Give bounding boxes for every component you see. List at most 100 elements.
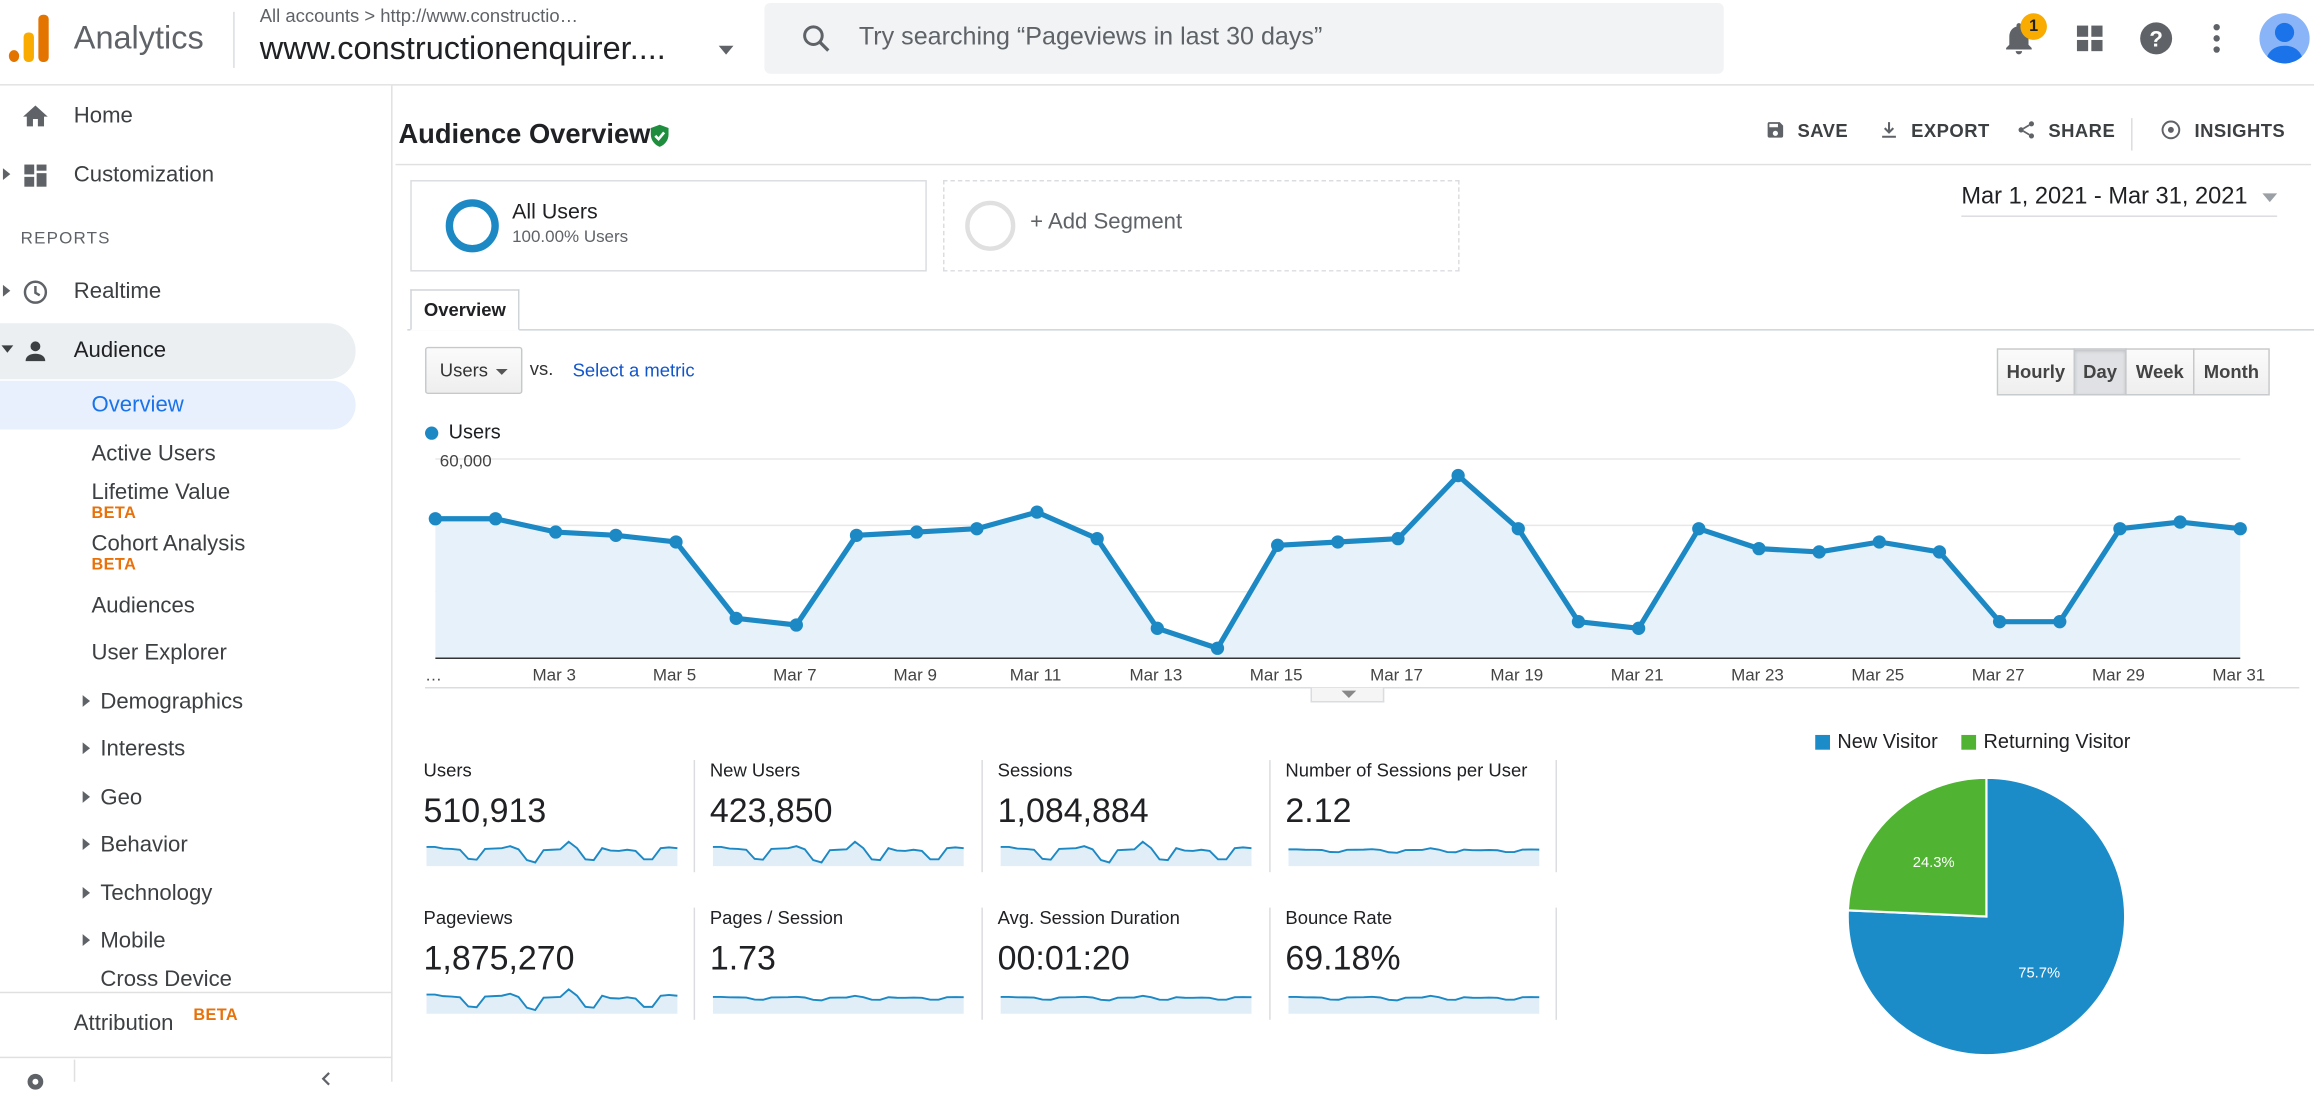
- data-point: [1752, 541, 1766, 556]
- sidebar-item-audiences[interactable]: Audiences: [0, 581, 356, 631]
- metric-tile[interactable]: Avg. Session Duration 00:01:20: [998, 908, 1272, 1020]
- collapse-sidebar-icon[interactable]: [316, 1070, 337, 1088]
- data-point: [428, 512, 443, 526]
- sidebar-item-label: Geo: [100, 785, 143, 811]
- more-vert-icon[interactable]: [2197, 19, 2235, 57]
- x-tick-label: Mar 29: [2092, 665, 2145, 684]
- pie-legend-item[interactable]: Returning Visitor: [1961, 731, 2130, 753]
- divider: [981, 760, 983, 873]
- search-input[interactable]: Try searching “Pageviews in last 30 days…: [858, 22, 1323, 51]
- collapse-arrow-icon: [1, 345, 14, 353]
- granularity-week[interactable]: Week: [2125, 348, 2195, 396]
- analytics-logo[interactable]: [8, 14, 50, 62]
- empty-segment-icon: [965, 200, 1016, 251]
- sidebar: Home Customization REPORTS Realtime Audi…: [0, 85, 393, 1090]
- sparkline-line: [1288, 994, 1540, 1002]
- insights-icon: [2161, 120, 2181, 140]
- expand-arrow-icon: [82, 886, 91, 899]
- sparkline: [1288, 847, 1540, 867]
- sidebar-item-attribution[interactable]: Attribution BETA: [0, 998, 393, 1048]
- granularity-day[interactable]: Day: [2073, 348, 2127, 396]
- sidebar-item-active-users[interactable]: Active Users: [0, 429, 356, 479]
- sidebar-item-home[interactable]: Home: [0, 91, 393, 141]
- metric-tile[interactable]: Users 510,913: [424, 760, 698, 872]
- search-bar[interactable]: Try searching “Pageviews in last 30 days…: [764, 2, 1724, 74]
- data-point: [1812, 545, 1826, 559]
- sidebar-item-technology[interactable]: Technology: [0, 869, 356, 919]
- property-name[interactable]: www.constructionenquirer....: [259, 29, 666, 67]
- metric-tile[interactable]: Pages / Session 1.73: [710, 908, 984, 1020]
- expand-arrow-icon: [82, 695, 91, 707]
- metric-tile[interactable]: Bounce Rate 69.18%: [1285, 908, 1559, 1020]
- data-point: [1210, 641, 1225, 655]
- metric-select[interactable]: Users: [425, 346, 523, 395]
- x-tick-label: Mar 7: [773, 665, 816, 684]
- sidebar-item-overview[interactable]: Overview: [0, 380, 356, 430]
- segment-color-icon: [445, 199, 499, 253]
- person-icon: [2265, 22, 2304, 64]
- app-name[interactable]: Analytics: [73, 19, 204, 57]
- sidebar-item-demographics[interactable]: Demographics: [0, 677, 356, 727]
- share-button[interactable]: SHARE: [2016, 121, 2115, 142]
- sidebar-item-label: Mobile: [100, 928, 166, 954]
- save-button[interactable]: SAVE: [1765, 121, 1848, 142]
- home-icon: [23, 105, 48, 127]
- svg-text:?: ?: [2149, 26, 2163, 51]
- save-icon: [1767, 122, 1784, 138]
- select-metric-link[interactable]: Select a metric: [572, 360, 695, 381]
- sparkline-fill: [1000, 995, 1252, 1014]
- pie-slice-label: 75.7%: [2018, 965, 2060, 981]
- chart-collapse-handle[interactable]: [1310, 687, 1385, 703]
- legend-swatch: [425, 426, 439, 440]
- data-point: [1932, 545, 1947, 559]
- sparkline-line: [426, 840, 678, 864]
- account-breadcrumb[interactable]: All accounts > http://www.constructio…: [259, 5, 579, 27]
- help-icon[interactable]: ?: [2137, 19, 2175, 57]
- sidebar-item-cohort-analysis[interactable]: Cohort Analysis BETA: [0, 519, 356, 574]
- sidebar-item-interests[interactable]: Interests: [0, 725, 356, 775]
- data-point: [1872, 535, 1886, 549]
- sidebar-item-customization[interactable]: Customization: [0, 151, 393, 201]
- sidebar-item-behavior[interactable]: Behavior: [0, 821, 356, 871]
- insights-button[interactable]: INSIGHTS: [2159, 120, 2285, 142]
- pie-legend-item[interactable]: New Visitor: [1815, 731, 1938, 753]
- expand-arrow-icon: [82, 742, 91, 755]
- share-icon: [2018, 121, 2035, 139]
- sidebar-item-lifetime-value[interactable]: Lifetime Value BETA: [0, 468, 356, 523]
- metric-name: Bounce Rate: [1285, 907, 1393, 929]
- sparkline: [1000, 840, 1252, 867]
- x-tick-label: Mar 25: [1851, 665, 1904, 684]
- export-button[interactable]: EXPORT: [1879, 121, 1990, 142]
- tab-overview[interactable]: Overview: [410, 289, 520, 331]
- metric-name: Users: [423, 760, 472, 781]
- granularity-month[interactable]: Month: [2193, 348, 2270, 396]
- sidebar-item-label: Customization: [73, 162, 215, 188]
- metric-value: 423,850: [709, 791, 833, 830]
- divider: [1555, 907, 1557, 1020]
- sidebar-item-geo[interactable]: Geo: [0, 773, 356, 823]
- sidebar-item-user-explorer[interactable]: User Explorer: [0, 629, 356, 679]
- pie-legend-label: Returning Visitor: [1983, 730, 2131, 753]
- sparkline: [712, 840, 964, 867]
- granularity-hourly[interactable]: Hourly: [1996, 348, 2075, 396]
- sidebar-item-audience[interactable]: Audience: [0, 323, 356, 380]
- add-segment-button[interactable]: + Add Segment: [943, 180, 1460, 272]
- avatar[interactable]: [2259, 13, 2310, 64]
- metric-tile[interactable]: Number of Sessions per User 2.12: [1285, 760, 1559, 872]
- metric-tile[interactable]: Sessions 1,084,884: [998, 760, 1272, 872]
- property-dropdown-icon[interactable]: [718, 45, 734, 55]
- metric-name: New Users: [709, 760, 801, 781]
- sparkline-fill: [426, 841, 678, 867]
- metric-tile[interactable]: Pageviews 1,875,270: [424, 908, 698, 1020]
- metric-tile[interactable]: New Users 423,850: [710, 760, 984, 872]
- sidebar-item-mobile[interactable]: Mobile: [0, 916, 356, 966]
- sparkline-line: [1000, 994, 1252, 1002]
- apps-grid-icon[interactable]: [2071, 19, 2109, 57]
- date-range-picker[interactable]: Mar 1, 2021 - Mar 31, 2021: [1961, 184, 2277, 217]
- sidebar-item-realtime[interactable]: Realtime: [0, 267, 393, 317]
- search-icon: [803, 25, 830, 52]
- sidebar-item-cross-device[interactable]: Cross Device: [0, 956, 356, 989]
- metric-name: Sessions: [997, 760, 1073, 781]
- legend-swatch: [1961, 734, 1977, 750]
- segment-all-users[interactable]: All Users 100.00% Users: [410, 180, 927, 272]
